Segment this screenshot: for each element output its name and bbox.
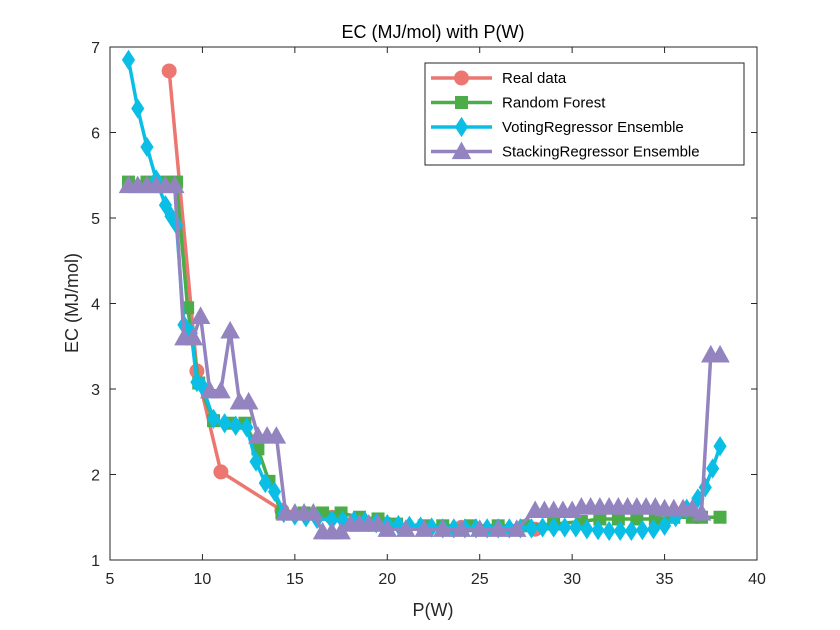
data-point xyxy=(238,391,259,410)
y-tick-label: 3 xyxy=(91,382,100,399)
data-point xyxy=(657,515,672,536)
ticks-layer: 5 10 15 20 25 30 35 40 1 2 3 4 5 6 7 xyxy=(91,40,766,588)
data-point xyxy=(190,306,211,324)
data-point xyxy=(691,503,712,521)
y-tick-label: 4 xyxy=(91,297,100,314)
data-point xyxy=(229,415,243,436)
data-point xyxy=(535,517,550,538)
y-tick-label: 7 xyxy=(91,40,100,57)
data-point xyxy=(624,520,638,542)
data-point xyxy=(432,519,453,537)
data-point xyxy=(211,380,231,399)
chart-title: EC (MJ/mol) with P(W) xyxy=(342,22,525,42)
data-point xyxy=(547,517,561,538)
x-tick-label: 15 xyxy=(286,571,304,588)
x-tick-label: 40 xyxy=(748,571,766,588)
x-axis-label: P(W) xyxy=(413,600,454,620)
data-point xyxy=(713,510,727,524)
y-axis-label: EC (MJ/mol) xyxy=(62,253,82,353)
legend-label: VotingRegressor Ensemble xyxy=(502,119,684,136)
data-point xyxy=(218,413,232,434)
data-point xyxy=(558,517,572,538)
x-tick-label: 10 xyxy=(194,571,212,588)
data-point xyxy=(249,451,263,472)
data-point xyxy=(395,519,416,537)
x-tick-label: 25 xyxy=(471,571,489,588)
legend-swatch-marker xyxy=(451,141,472,160)
data-point xyxy=(368,514,388,532)
data-point xyxy=(451,519,472,537)
y-tick-label: 2 xyxy=(91,468,100,485)
data-point xyxy=(183,327,203,346)
data-point xyxy=(161,63,177,79)
legend-swatch-marker xyxy=(454,70,469,86)
y-tick-label: 6 xyxy=(91,126,100,143)
data-point xyxy=(713,436,727,457)
data-point xyxy=(469,519,490,537)
x-tick-label: 30 xyxy=(563,571,581,588)
data-point xyxy=(213,464,229,480)
data-point xyxy=(303,503,324,521)
data-point xyxy=(602,520,616,542)
series-layer xyxy=(118,49,730,542)
legend-entry-2: Random Forest xyxy=(431,95,606,112)
legend-swatch-marker xyxy=(455,96,468,109)
data-point xyxy=(131,98,145,119)
data-point xyxy=(611,512,625,526)
y-tick-label: 1 xyxy=(91,553,100,570)
data-point xyxy=(258,472,272,494)
data-point xyxy=(506,519,527,537)
x-tick-label: 35 xyxy=(656,571,674,588)
legend-label: Real data xyxy=(502,70,567,87)
legend-entry-3: VotingRegressor Ensemble xyxy=(431,116,684,138)
data-point xyxy=(206,408,221,430)
data-point xyxy=(710,344,730,363)
data-point xyxy=(220,320,240,339)
x-tick-label: 5 xyxy=(106,571,115,588)
data-point xyxy=(488,519,508,537)
legend-swatch-marker xyxy=(454,116,469,138)
legend-entry-1: Real data xyxy=(431,70,567,87)
legend-entry-4: StackingRegressor Ensemble xyxy=(431,141,700,161)
data-point xyxy=(613,520,627,542)
y-tick-label: 5 xyxy=(91,211,100,228)
data-point xyxy=(580,519,594,540)
data-point xyxy=(140,136,154,158)
data-point xyxy=(266,426,287,444)
data-point xyxy=(706,458,720,479)
data-point xyxy=(121,49,136,70)
data-point xyxy=(635,519,649,541)
data-point xyxy=(646,519,661,540)
legend: Real data Random Forest VotingRegressor En… xyxy=(424,62,745,166)
data-point xyxy=(414,519,435,537)
data-point xyxy=(240,417,254,438)
data-point xyxy=(164,175,185,194)
data-point xyxy=(569,517,583,538)
legend-box xyxy=(424,62,745,166)
series-4 xyxy=(118,175,730,540)
legend-label: StackingRegressor Ensemble xyxy=(502,144,700,161)
data-point xyxy=(377,519,398,537)
data-point xyxy=(267,481,282,502)
x-tick-label: 20 xyxy=(378,571,396,588)
data-point xyxy=(591,519,605,541)
data-point xyxy=(158,195,173,216)
data-point xyxy=(524,518,539,539)
legend-label: Random Forest xyxy=(502,95,606,112)
